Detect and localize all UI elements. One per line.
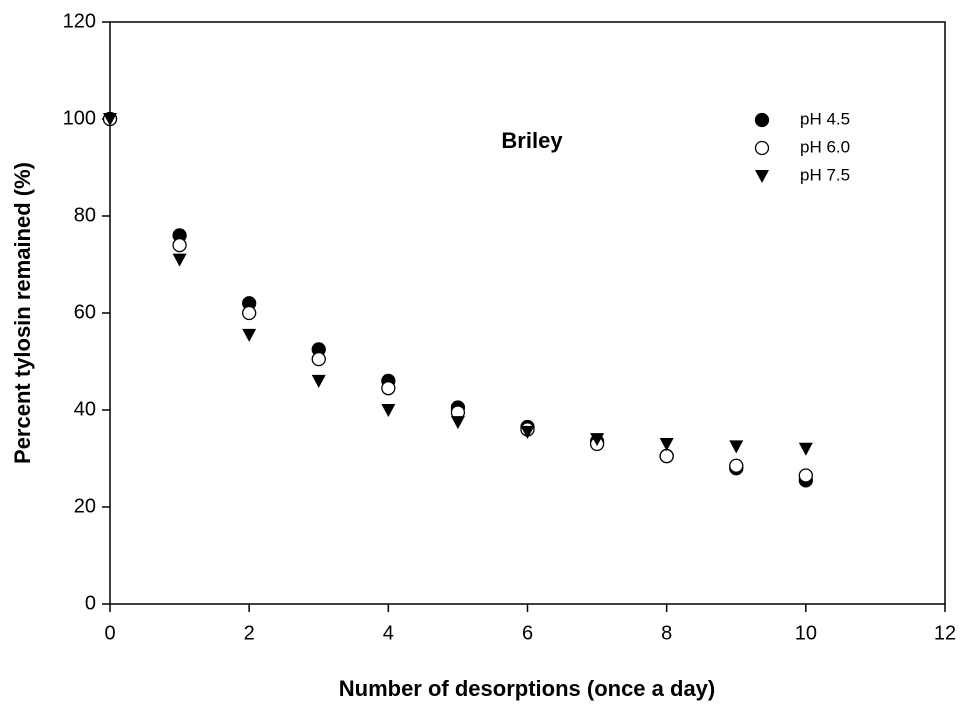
marker [659, 448, 674, 464]
legend-label: pH 7.5 [800, 165, 850, 184]
marker [590, 433, 605, 447]
x-tick-label: 10 [795, 622, 817, 644]
x-tick-label: 4 [383, 622, 394, 644]
legend-marker [755, 170, 769, 183]
x-tick-label: 8 [661, 622, 672, 644]
marker [172, 237, 187, 253]
marker [103, 113, 117, 126]
y-tick-label: 120 [63, 10, 96, 32]
legend-marker [754, 140, 770, 156]
marker [520, 425, 535, 439]
x-axis-label: Number of desorptions (once a day) [339, 676, 716, 701]
y-tick-label: 80 [74, 204, 96, 226]
y-tick-label: 100 [63, 107, 96, 129]
marker [311, 374, 326, 388]
x-tick-label: 12 [934, 622, 956, 644]
y-tick-label: 0 [85, 592, 96, 614]
marker [729, 458, 744, 473]
legend-marker [754, 112, 770, 128]
marker [798, 442, 813, 456]
marker [381, 404, 396, 417]
legend-label: pH 6.0 [800, 137, 850, 156]
y-tick-label: 60 [74, 301, 96, 323]
x-tick-label: 6 [522, 622, 533, 644]
y-tick-label: 20 [74, 495, 96, 517]
x-tick-label: 0 [104, 622, 115, 644]
marker [311, 351, 326, 367]
marker [729, 440, 744, 454]
y-axis-label: Percent tylosin remained (%) [10, 162, 35, 464]
marker [450, 416, 465, 430]
y-tick-label: 40 [74, 398, 96, 420]
marker [381, 381, 396, 396]
marker [798, 468, 813, 483]
marker [242, 305, 257, 321]
annotation: Briley [501, 128, 563, 153]
marker [172, 253, 187, 267]
legend-label: pH 4.5 [800, 109, 850, 128]
marker [659, 437, 674, 451]
x-tick-label: 2 [244, 622, 255, 644]
marker [242, 328, 257, 342]
